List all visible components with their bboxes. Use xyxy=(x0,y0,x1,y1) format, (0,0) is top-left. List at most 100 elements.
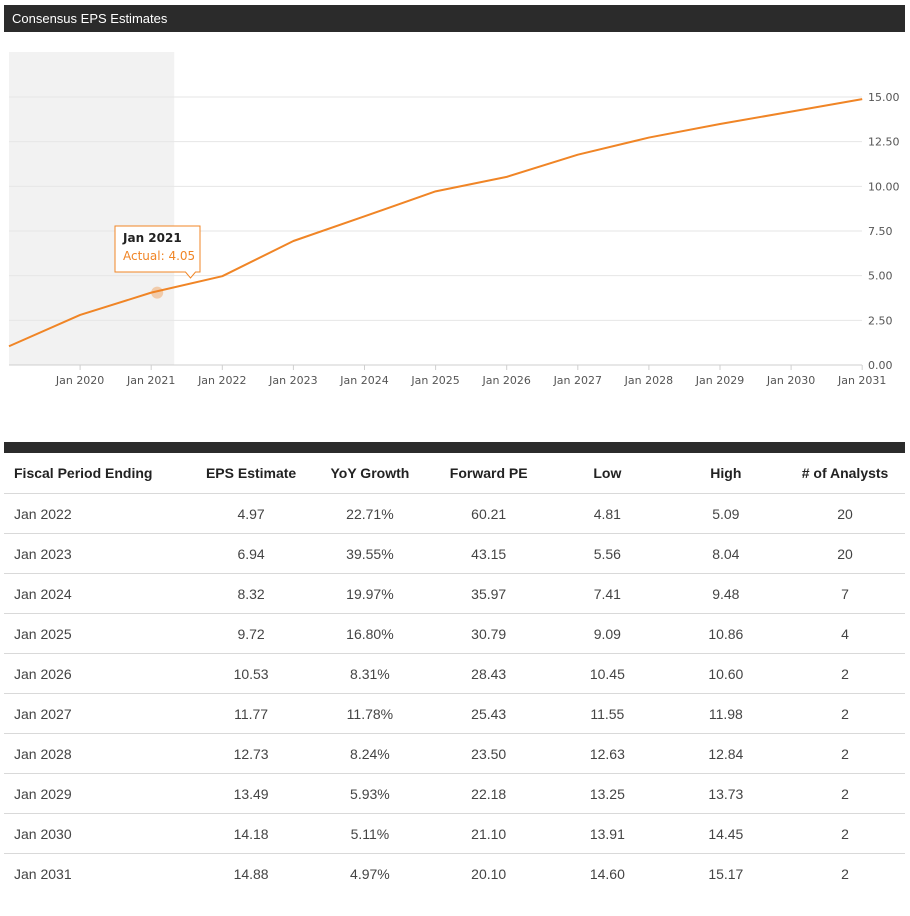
table-cell: 20 xyxy=(785,493,905,534)
table-cell: 43.15 xyxy=(429,533,549,574)
table-row: Jan 2022 4.97 22.71% 60.21 4.81 5.09 20 xyxy=(4,493,905,534)
table-cell: 8.31% xyxy=(310,653,430,694)
table-cell: 5.93% xyxy=(310,773,430,814)
table-cell: 11.55 xyxy=(548,693,667,734)
table-cell: 25.43 xyxy=(429,693,549,734)
table-row: Jan 2029 13.49 5.93% 22.18 13.25 13.73 2 xyxy=(4,773,905,814)
table-cell: 5.09 xyxy=(666,493,786,534)
table-header-bar xyxy=(4,442,905,453)
column-header: # of Analysts xyxy=(785,453,905,494)
table-cell: Jan 2031 xyxy=(14,865,72,882)
table-cell: 13.91 xyxy=(548,813,667,854)
column-header: Low xyxy=(548,453,667,494)
table-cell: 20.10 xyxy=(471,865,507,882)
column-header: YoY Growth xyxy=(310,453,430,494)
table-cell: 5.11% xyxy=(310,813,430,854)
table-row: Jan 2025 9.72 16.80% 30.79 9.09 10.86 4 xyxy=(4,613,905,654)
x-tick-label: Jan 2028 xyxy=(624,374,673,387)
x-tick-label: Jan 2031 xyxy=(837,374,886,387)
table-cell: 2 xyxy=(785,813,905,854)
table-cell: 39.55% xyxy=(310,533,430,574)
table-cell: 10.45 xyxy=(548,653,667,694)
table-cell: 10.60 xyxy=(666,653,786,694)
table-cell: Jan 2029 xyxy=(4,773,192,814)
y-tick-label: 7.50 xyxy=(868,225,893,238)
table-cell: 2 xyxy=(785,773,905,814)
table-cell: 8.24% xyxy=(310,733,430,774)
table-cell: 4.97 xyxy=(191,493,311,534)
table-cell: 14.18 xyxy=(191,813,311,854)
table-cell: 14.88 xyxy=(233,865,269,882)
table-cell: 21.10 xyxy=(429,813,549,854)
table-cell: 9.48 xyxy=(666,573,786,614)
table-cell: 60.21 xyxy=(429,493,549,534)
table-cell: 10.86 xyxy=(666,613,786,654)
table-cell: 12.84 xyxy=(666,733,786,774)
table-cell: 11.98 xyxy=(666,693,786,734)
x-tick-label: Jan 2023 xyxy=(268,374,317,387)
table-cell: 23.50 xyxy=(429,733,549,774)
table-cell: 8.04 xyxy=(666,533,786,574)
table-cell: 30.79 xyxy=(429,613,549,654)
x-tick-label: Jan 2021 xyxy=(126,374,175,387)
column-header: Fiscal Period Ending xyxy=(4,453,192,494)
table-cell: Jan 2023 xyxy=(4,533,192,574)
table-row: Jan 2026 10.53 8.31% 28.43 10.45 10.60 2 xyxy=(4,653,905,694)
table-cell: 2 xyxy=(785,653,905,694)
table-cell: 28.43 xyxy=(429,653,549,694)
table-cell: 11.78% xyxy=(310,693,430,734)
table-cell: 12.73 xyxy=(191,733,311,774)
x-tick-label: Jan 2025 xyxy=(410,374,459,387)
table-cell: 2 xyxy=(785,693,905,734)
table-cell: 9.09 xyxy=(548,613,667,654)
table-cell: 35.97 xyxy=(429,573,549,614)
y-tick-label: 5.00 xyxy=(868,270,893,283)
chart-title-bar: Consensus EPS Estimates xyxy=(4,5,905,32)
y-tick-label: 10.00 xyxy=(868,180,900,193)
x-tick-label: Jan 2022 xyxy=(197,374,246,387)
table-cell: 22.71% xyxy=(310,493,430,534)
x-tick-label: Jan 2024 xyxy=(339,374,388,387)
table-cell: 19.97% xyxy=(310,573,430,614)
eps-estimates-table: Fiscal Period Ending EPS Estimate YoY Grow… xyxy=(4,453,905,893)
table-cell: 4.81 xyxy=(548,493,667,534)
y-tick-label: 15.00 xyxy=(868,91,900,104)
eps-line-chart[interactable]: 0.00 2.50 5.00 7.50 10.00 12.50 15.00 Jan 2020… xyxy=(0,40,910,400)
table-row: Jan 2027 11.77 11.78% 25.43 11.55 11.98 2 xyxy=(4,693,905,734)
table-cell: 4 xyxy=(785,613,905,654)
table-cell: 9.72 xyxy=(191,613,311,654)
table-cell: Jan 2027 xyxy=(4,693,192,734)
table-row: Jan 2023 6.94 39.55% 43.15 5.56 8.04 20 xyxy=(4,533,905,574)
table-cell: 15.17 xyxy=(708,865,744,882)
table-cell: 13.25 xyxy=(548,773,667,814)
table-cell: 14.45 xyxy=(666,813,786,854)
table-cell: 16.80% xyxy=(310,613,430,654)
table-cell: Jan 2028 xyxy=(4,733,192,774)
x-tick-label: Jan 2030 xyxy=(766,374,815,387)
x-tick-label: Jan 2020 xyxy=(55,374,104,387)
table-cell: Jan 2024 xyxy=(4,573,192,614)
table-row: Jan 2030 14.18 5.11% 21.10 13.91 14.45 2 xyxy=(4,813,905,854)
table-cell: 2 xyxy=(785,733,905,774)
table-cell: 10.53 xyxy=(191,653,311,694)
table-cell: 8.32 xyxy=(191,573,311,614)
table-cell: 13.73 xyxy=(666,773,786,814)
table-cell: 22.18 xyxy=(429,773,549,814)
y-tick-label: 2.50 xyxy=(868,314,893,327)
table-cell: 20 xyxy=(785,533,905,574)
table-cell: 11.77 xyxy=(191,693,311,734)
table-cell: 13.49 xyxy=(191,773,311,814)
tooltip-value: Actual: 4.05 xyxy=(123,249,195,263)
table-row: Jan 2024 8.32 19.97% 35.97 7.41 9.48 7 xyxy=(4,573,905,614)
table-cell: 14.60 xyxy=(589,865,625,882)
table-cell: 2 xyxy=(841,865,849,882)
highlighted-point xyxy=(151,286,164,299)
table-row: Jan 2028 12.73 8.24% 23.50 12.63 12.84 2 xyxy=(4,733,905,774)
tooltip-title: Jan 2021 xyxy=(122,231,182,245)
x-tick-label: Jan 2029 xyxy=(695,374,744,387)
table-cell: 12.63 xyxy=(548,733,667,774)
column-header: High xyxy=(666,453,786,494)
tooltip-box xyxy=(114,225,201,279)
y-tick-label: 0.00 xyxy=(868,359,893,372)
table-cell: 6.94 xyxy=(191,533,311,574)
